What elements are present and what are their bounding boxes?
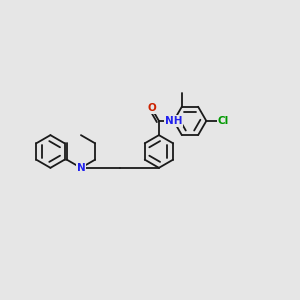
- Text: Cl: Cl: [218, 116, 229, 126]
- Text: O: O: [147, 103, 156, 113]
- Text: N: N: [76, 163, 85, 173]
- Text: NH: NH: [165, 116, 182, 126]
